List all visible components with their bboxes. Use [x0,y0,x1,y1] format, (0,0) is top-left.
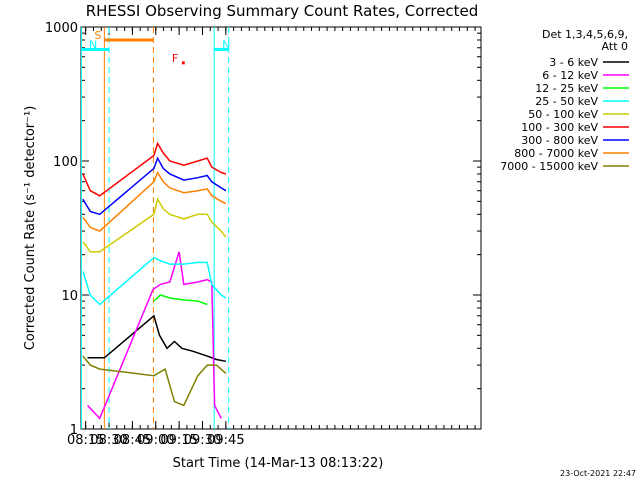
y-tick-label: 1000 [45,21,78,36]
flag-label: N [89,38,97,51]
flag-label: S [94,29,101,42]
series-line-50-100-kev [82,197,227,253]
footer-date: 23-Oct-2021 22:47 [560,469,636,478]
y-axis-label: Corrected Count Rate (s⁻¹ detector⁻¹) [23,106,38,351]
x-axis-label: Start Time (14-Mar-13 08:13:22) [173,456,384,471]
legend-label: 7000 - 15000 keV [500,160,598,173]
x-tick-label: 08:15 [67,433,104,448]
series-line-7000-15000-kev [82,355,227,407]
series-line-100-300-kev [82,141,227,197]
y-tick-label: 100 [53,155,78,170]
legend-label: 6 - 12 keV [542,69,598,82]
series-line-800-7000-kev [82,170,227,232]
series-line-300-800-kev [82,156,227,216]
legend-label: 12 - 25 keV [535,82,598,95]
plot-area [80,26,482,430]
x-tick-label: 09:45 [207,433,244,448]
legend-label: 100 - 300 keV [521,121,598,134]
legend-label: 300 - 800 keV [521,134,598,147]
x-tick-label: 09:30 [184,433,221,448]
x-tick-label: 08:45 [114,433,151,448]
legend-header: Att 0 [602,40,628,53]
x-tick-label: 09:15 [160,433,197,448]
series-line-12-25-kev [153,294,208,306]
legend-label: 50 - 100 keV [528,108,598,121]
flag-label: N [222,38,230,51]
y-tick-label: 1 [70,423,78,438]
x-tick-label: 08:30 [90,433,127,448]
x-tick-label: 09:00 [137,433,174,448]
series-line-3-6-kev [87,314,227,363]
legend-label: 3 - 6 keV [549,56,598,69]
series-layer [82,141,227,420]
flag-label: F [172,52,178,65]
series-line-25-50-kev [82,256,227,306]
y-tick-label: 10 [61,289,78,304]
chart-title: RHESSI Observing Summary Count Rates, Co… [86,2,479,20]
legend-header: Det 1,3,4,5,6,9, [542,28,628,41]
series-line-6-12-kev [86,251,222,420]
legend-label: 25 - 50 keV [535,95,598,108]
legend-label: 800 - 7000 keV [514,147,598,160]
y-axis: 1 10 100 1000 [45,21,481,438]
